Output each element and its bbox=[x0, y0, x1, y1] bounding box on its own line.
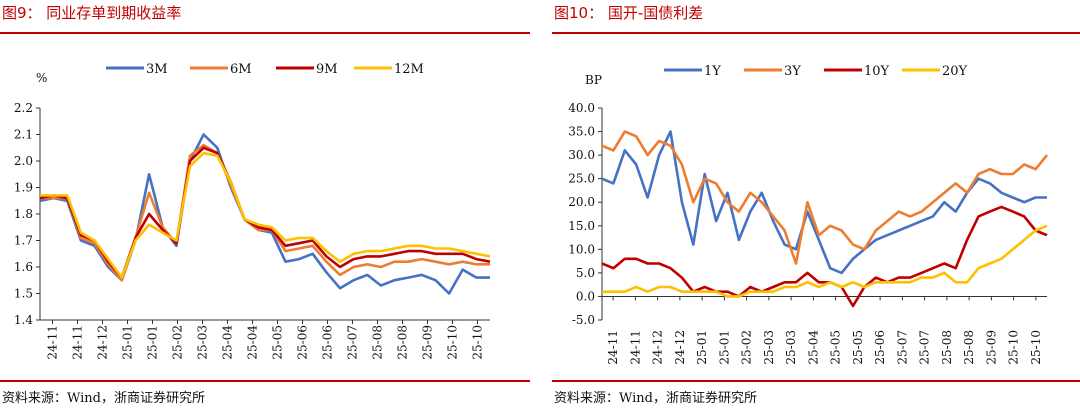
left-source-rule bbox=[0, 380, 530, 382]
right-x-tick-label: 25-02 bbox=[740, 330, 754, 365]
right-x-tick-label: 25-03 bbox=[784, 330, 798, 365]
left-x-tick-label: 25-05 bbox=[271, 325, 285, 360]
right-source-rule bbox=[552, 380, 1080, 382]
right-chart-panel: 图10： 国开-国债利差 -5.0 0.0 5.0 10.0 15.0 20.0 25.0 3… bbox=[552, 0, 1080, 412]
right-unit-label: BP bbox=[585, 73, 602, 87]
left-series-line-3m bbox=[39, 133, 490, 295]
left-x-tick-label: 25-08 bbox=[371, 325, 385, 360]
right-x-tick-label: 25-01 bbox=[695, 330, 709, 365]
left-x-tick-label: 25-04 bbox=[246, 325, 260, 360]
left-x-tick-label: 24-12 bbox=[96, 325, 110, 360]
right-x-tick-label: 25-09 bbox=[984, 330, 998, 365]
left-x-tick-label: 25-10 bbox=[446, 325, 460, 360]
left-y-tick-label: 2.2 bbox=[14, 101, 33, 115]
right-series-line-3y bbox=[601, 130, 1049, 265]
left-x-tick-label: 25-02 bbox=[171, 325, 185, 360]
right-x-tick-label: 25-05 bbox=[851, 330, 865, 365]
right-legend-label-3y: 3Y bbox=[784, 64, 801, 79]
left-x-tick-label: 25-04 bbox=[221, 325, 235, 360]
left-y-tick-label: 1.5 bbox=[14, 287, 33, 301]
left-x-tick-label: 24-11 bbox=[46, 325, 60, 360]
right-line-chart: -5.0 0.0 5.0 10.0 15.0 20.0 25.0 30.0 35.0 40.0 BP… bbox=[568, 64, 1049, 365]
right-y-tick-label: 5.0 bbox=[576, 266, 595, 280]
left-title-rule bbox=[0, 32, 530, 34]
left-x-tick-label: 25-01 bbox=[121, 325, 135, 360]
right-y-tick-label: 0.0 bbox=[576, 289, 595, 303]
right-x-tick-label: 25-03 bbox=[762, 330, 776, 365]
right-y-tick-label: 35.0 bbox=[568, 125, 595, 139]
left-legend-label-3m: 3M bbox=[146, 62, 168, 77]
right-y-tick-label: 10.0 bbox=[568, 242, 595, 256]
left-y-tick-label: 1.8 bbox=[14, 207, 33, 221]
left-x-tick-label: 25-09 bbox=[421, 325, 435, 360]
right-x-tick-label: 25-06 bbox=[873, 330, 887, 365]
left-y-tick-label: 1.9 bbox=[14, 181, 33, 195]
right-x-tick-label: 24-12 bbox=[651, 330, 665, 365]
left-unit-label: % bbox=[36, 71, 47, 85]
right-y-tick-label: 25.0 bbox=[568, 172, 595, 186]
right-chart-title: 图10： 国开-国债利差 bbox=[554, 4, 704, 22]
left-y-tick-label: 2.0 bbox=[14, 154, 33, 168]
left-y-tick-label: 1.4 bbox=[14, 313, 33, 327]
left-source-note: 资料来源：Wind，浙商证券研究所 bbox=[2, 391, 205, 406]
right-x-tick-label: 25-04 bbox=[806, 330, 820, 365]
left-x-tick-label: 25-03 bbox=[196, 325, 210, 360]
left-line-chart: 1.4 1.5 1.6 1.7 1.8 1.9 2.0 2.1 2.2% 24-11 24-11 24… bbox=[14, 62, 491, 360]
right-legend-label-10y: 10Y bbox=[864, 64, 890, 79]
right-series-line-10y bbox=[601, 205, 1048, 308]
right-y-tick-label: 40.0 bbox=[568, 101, 595, 115]
left-x-tick-label: 25-01 bbox=[146, 325, 160, 360]
left-y-tick-label: 1.7 bbox=[14, 234, 33, 248]
right-x-tick-label: 24-12 bbox=[673, 330, 687, 365]
left-y-tick-label: 1.6 bbox=[14, 260, 33, 274]
left-legend-label-9m: 9M bbox=[316, 62, 338, 77]
left-x-tick-label: 25-08 bbox=[396, 325, 410, 360]
right-x-tick-label: 25-05 bbox=[829, 330, 843, 365]
right-series-line-1y bbox=[601, 130, 1047, 275]
left-series-line-12m bbox=[40, 151, 491, 279]
right-series-line-20y bbox=[602, 224, 1048, 298]
right-legend-label-20y: 20Y bbox=[942, 64, 968, 79]
right-x-tick-label: 25-07 bbox=[895, 330, 909, 365]
left-chart-title: 图9： 同业存单到期收益率 bbox=[2, 4, 182, 22]
right-x-tick-label: 25-10 bbox=[1007, 330, 1021, 365]
right-x-tick-label: 25-08 bbox=[940, 330, 954, 365]
left-y-tick-label: 2.1 bbox=[14, 128, 33, 142]
left-x-tick-label: 24-11 bbox=[71, 325, 85, 360]
right-x-tick-label: 25-08 bbox=[962, 330, 976, 365]
left-x-tick-label: 25-06 bbox=[321, 325, 335, 360]
right-source-note: 资料来源：Wind，浙商证券研究所 bbox=[554, 391, 757, 406]
right-title-rule bbox=[552, 32, 1080, 34]
right-x-tick-label: 25-10 bbox=[1029, 330, 1043, 365]
right-x-tick-label: 25-07 bbox=[918, 330, 932, 365]
left-x-tick-label: 25-06 bbox=[296, 325, 310, 360]
left-legend-label-12m: 12M bbox=[394, 62, 424, 77]
left-chart-panel: 图9： 同业存单到期收益率 1.4 1.5 1.6 1.7 1.8 1.9 2.0 2.1 2.… bbox=[0, 0, 530, 412]
left-legend-label-6m: 6M bbox=[230, 62, 252, 77]
right-x-tick-label: 24-11 bbox=[606, 330, 620, 365]
right-y-tick-label: 30.0 bbox=[568, 148, 595, 162]
left-x-tick-label: 25-07 bbox=[346, 325, 360, 360]
right-legend-label-1y: 1Y bbox=[704, 64, 721, 79]
right-x-tick-label: 25-01 bbox=[717, 330, 731, 365]
right-y-tick-label: 15.0 bbox=[568, 219, 595, 233]
right-y-tick-label: 20.0 bbox=[568, 195, 595, 209]
right-y-tick-label: -5.0 bbox=[572, 313, 595, 327]
left-x-tick-label: 25-10 bbox=[471, 325, 485, 360]
right-x-tick-label: 24-11 bbox=[628, 330, 642, 365]
